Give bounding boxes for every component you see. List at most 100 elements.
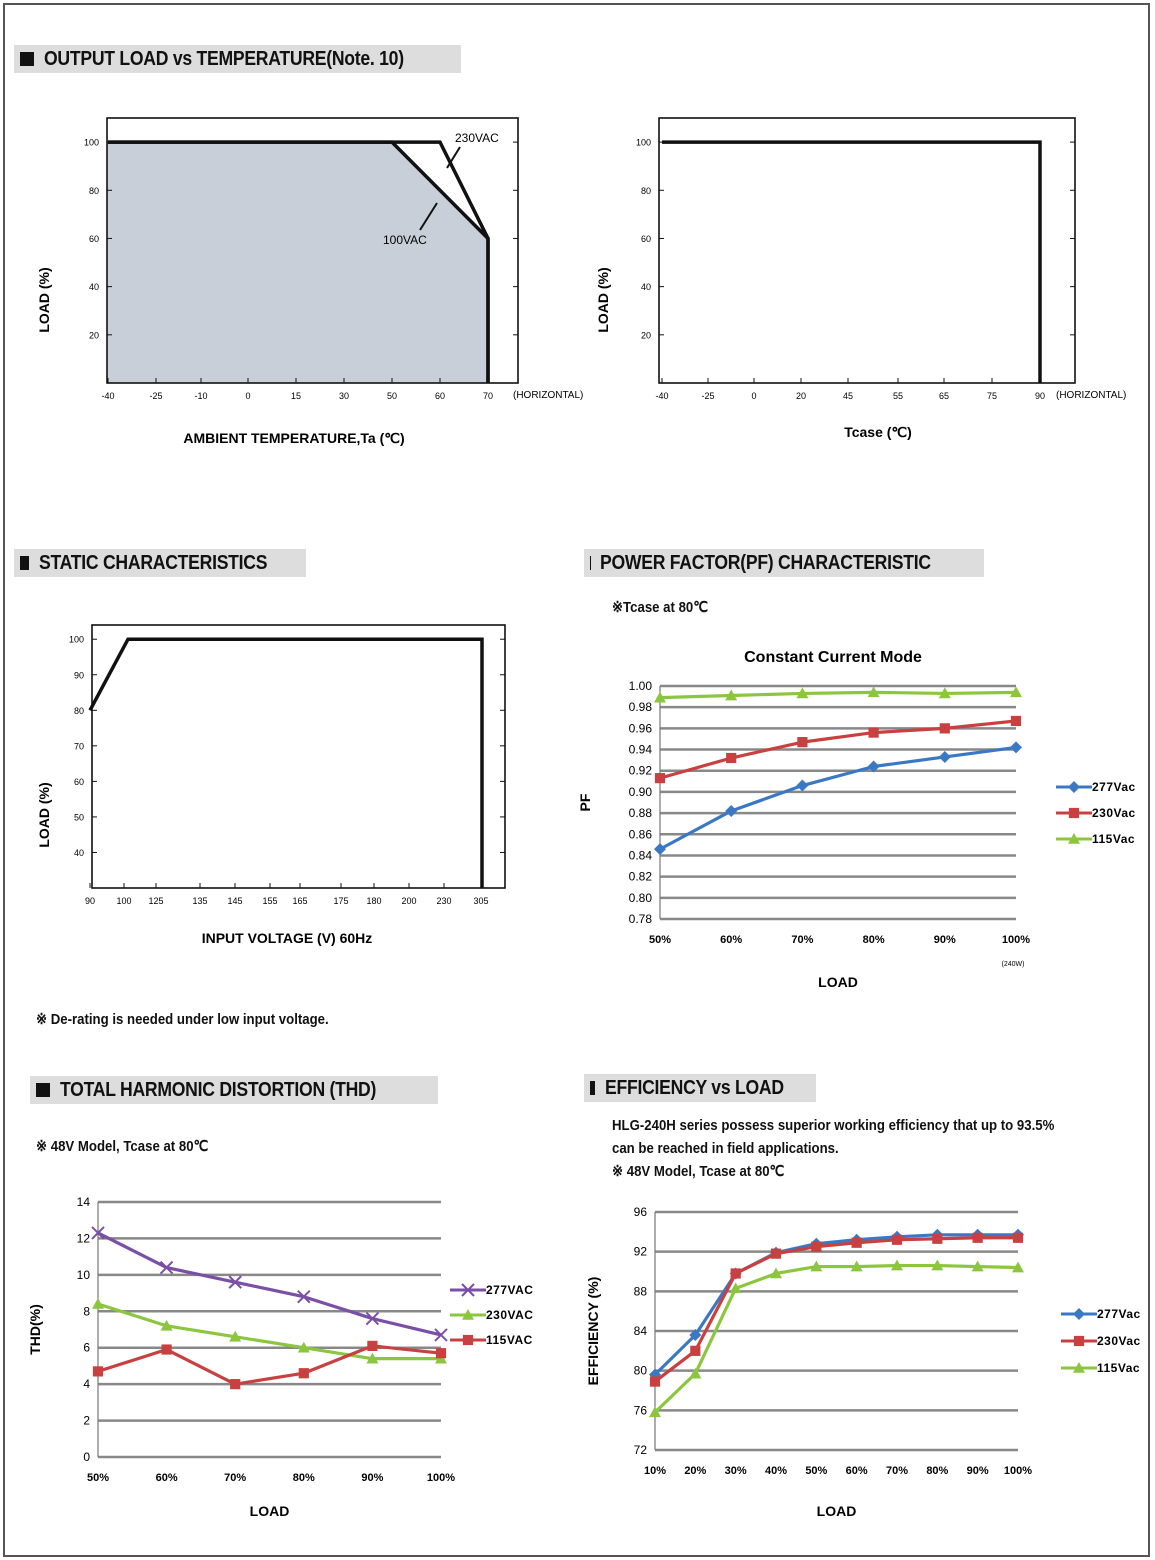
data-point: [1068, 781, 1080, 793]
y-tick-label: 88: [634, 1284, 648, 1298]
data-point: [365, 1311, 380, 1326]
y-tick-label: 0.78: [629, 912, 653, 926]
x-tick-label: 20: [796, 391, 806, 401]
x-tick-label: -40: [101, 391, 114, 401]
x-tick-label: 20%: [684, 1465, 706, 1477]
x-tick-label: 10%: [644, 1465, 666, 1477]
x-tick-label: 100%: [427, 1472, 455, 1484]
data-point: [654, 843, 666, 856]
data-point: [91, 1226, 105, 1240]
x-tick-label: 305: [473, 896, 488, 906]
data-point: [1010, 715, 1022, 727]
efficiency-description: HLG-240H series possess superior working…: [612, 1114, 1105, 1183]
y-tick-label: 0.88: [629, 806, 653, 820]
data-point: [1012, 1261, 1024, 1273]
data-point: [160, 1319, 173, 1331]
data-point: [725, 804, 738, 817]
section-title: TOTAL HARMONIC DISTORTION (THD): [60, 1078, 377, 1101]
x-axis-title: LOAD: [817, 1503, 857, 1519]
section-header-thd: TOTAL HARMONIC DISTORTION (THD): [30, 1076, 438, 1104]
data-point: [729, 1282, 742, 1294]
data-point: [229, 1330, 242, 1342]
x-unit-label: (HORIZONTAL): [513, 390, 583, 401]
y-tick-label: 0: [83, 1450, 90, 1464]
x-tick-label: 165: [292, 896, 307, 906]
plot-frame: [106, 117, 519, 384]
y-tick-label: 4: [83, 1377, 90, 1391]
y-tick-label: 0.94: [629, 743, 653, 757]
y-tick-label: 60: [89, 234, 99, 244]
x-tick-label: 60: [435, 391, 445, 401]
data-point: [868, 727, 879, 738]
data-point: [649, 1376, 661, 1387]
data-point: [654, 691, 666, 703]
data-point: [1068, 807, 1080, 819]
y-axis-title: EFFICIENCY (%): [585, 1277, 601, 1386]
x-tick-label: 100: [116, 896, 131, 906]
data-point: [159, 1260, 174, 1275]
y-tick-label: 96: [634, 1205, 648, 1219]
data-point: [366, 1352, 379, 1364]
x-tick-label: 175: [333, 896, 348, 906]
section-header-static: STATIC CHARACTERISTICS: [14, 549, 306, 577]
x-axis-title: INPUT VOLTAGE (V) 60Hz: [202, 930, 373, 946]
data-point: [1068, 833, 1080, 844]
y-tick-label: 80: [634, 1364, 648, 1378]
x-tick-label: 75: [987, 391, 997, 401]
section-title: STATIC CHARACTERISTICS: [38, 551, 267, 574]
data-point: [972, 1232, 983, 1243]
legend-label: 115VAC: [486, 1333, 533, 1347]
data-point: [811, 1241, 822, 1252]
y-tick-label: 0.84: [629, 848, 653, 862]
chart-title: Constant Current Mode: [744, 649, 922, 666]
data-point: [1010, 741, 1022, 754]
y-tick-label: 84: [634, 1324, 648, 1338]
x-tick-label: 100%: [1002, 934, 1030, 946]
data-point: [796, 779, 809, 792]
chart-efficiency: 72 76 80 84 88 92 96 10% 20% 30% 40% 50% 60% 70% 80% 90…: [585, 1205, 1140, 1519]
y-tick-label: 0.96: [629, 721, 653, 735]
y-tick-label: 76: [634, 1403, 648, 1417]
legend-label: 230Vac: [1092, 806, 1136, 820]
data-point: [1073, 1308, 1085, 1320]
y-tick-label: 14: [77, 1195, 91, 1209]
x-tick-label: 90%: [361, 1472, 383, 1484]
data-point: [797, 737, 808, 748]
series-230VAC: [92, 1298, 447, 1364]
x-tick-label: 135: [192, 896, 207, 906]
data-point: [297, 1290, 311, 1304]
data-point: [689, 1328, 702, 1341]
y-tick-label: 1.00: [629, 679, 653, 693]
section-title: EFFICIENCY vs LOAD: [604, 1076, 784, 1099]
data-point: [932, 1233, 943, 1244]
y-tick-label: 90: [74, 670, 84, 680]
x-tick-label: 45: [843, 391, 853, 401]
data-point: [228, 1275, 242, 1289]
y-tick-label: 80: [89, 186, 99, 196]
x-tick-label: 15: [291, 391, 301, 401]
y-tick-label: 40: [74, 848, 84, 858]
x-axis-title: LOAD: [818, 974, 858, 990]
y-tick-label: 12: [77, 1231, 91, 1245]
data-point: [649, 1406, 661, 1418]
y-tick-label: 10: [77, 1268, 91, 1282]
data-point: [867, 760, 880, 773]
x-tick-label: 90%: [967, 1465, 989, 1477]
x-tick-label: 30: [339, 391, 349, 401]
data-point: [298, 1368, 309, 1379]
x-tick-label: 0: [245, 391, 250, 401]
legend-label: 115Vac: [1097, 1361, 1140, 1375]
data-point: [690, 1345, 701, 1356]
x-tick-label: 80%: [293, 1472, 315, 1484]
series-277VAC: [91, 1226, 448, 1342]
x-tick-label: 80%: [863, 934, 885, 946]
data-point: [867, 686, 880, 698]
data-point: [435, 1348, 447, 1359]
data-point: [161, 1344, 172, 1355]
data-point: [462, 1309, 474, 1320]
y-tick-label: 0.80: [629, 891, 653, 905]
series-label-100vac: 100VAC: [383, 233, 427, 247]
y-tick-label: 100: [69, 635, 84, 645]
series-line: [659, 690, 1017, 700]
